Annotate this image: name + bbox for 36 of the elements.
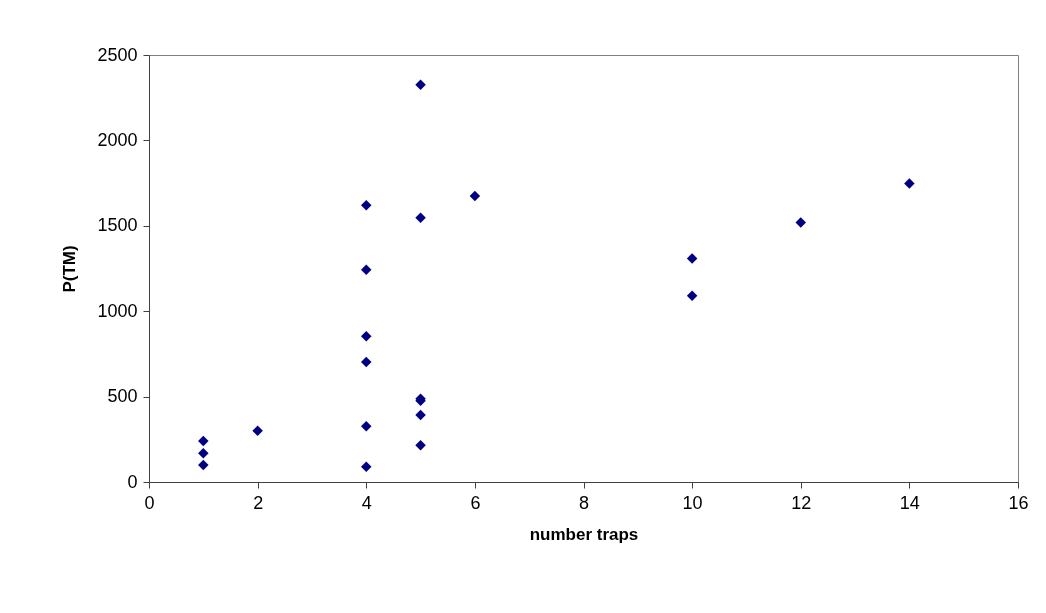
- x-tick-label: 16: [1008, 492, 1029, 513]
- y-tick-label: 0: [127, 471, 138, 492]
- point: [198, 459, 209, 471]
- point: [361, 461, 372, 473]
- point: [415, 212, 426, 224]
- x-axis-title: number traps: [529, 524, 639, 544]
- point: [361, 264, 372, 275]
- x-tick-label: 0: [144, 492, 155, 513]
- point: [795, 217, 806, 228]
- point: [361, 331, 372, 342]
- point: [904, 178, 915, 189]
- point: [361, 200, 372, 211]
- point: [469, 190, 481, 202]
- point: [415, 440, 426, 451]
- point: [198, 435, 209, 447]
- x-tick-label: 8: [578, 492, 590, 513]
- point: [686, 253, 698, 264]
- point: [361, 356, 372, 368]
- point: [252, 425, 263, 436]
- point: [415, 79, 426, 90]
- y-tick-label: 1000: [97, 300, 138, 321]
- point: [415, 409, 426, 421]
- x-tick-label: 4: [361, 492, 372, 513]
- x-tick-label: 10: [682, 492, 703, 513]
- point: [198, 448, 209, 459]
- y-tick-label: 2000: [97, 129, 138, 150]
- point: [361, 420, 372, 432]
- y-tick-label: 1500: [97, 215, 138, 236]
- x-tick-label: 12: [791, 492, 812, 513]
- x-tick-label: 6: [470, 492, 481, 513]
- x-tick-label: 14: [899, 492, 920, 513]
- y-axis-title: P(TM): [60, 245, 80, 293]
- y-tick-label: 2500: [97, 44, 138, 65]
- x-tick-label: 2: [253, 492, 264, 513]
- point: [686, 290, 698, 302]
- y-tick-label: 500: [107, 386, 138, 407]
